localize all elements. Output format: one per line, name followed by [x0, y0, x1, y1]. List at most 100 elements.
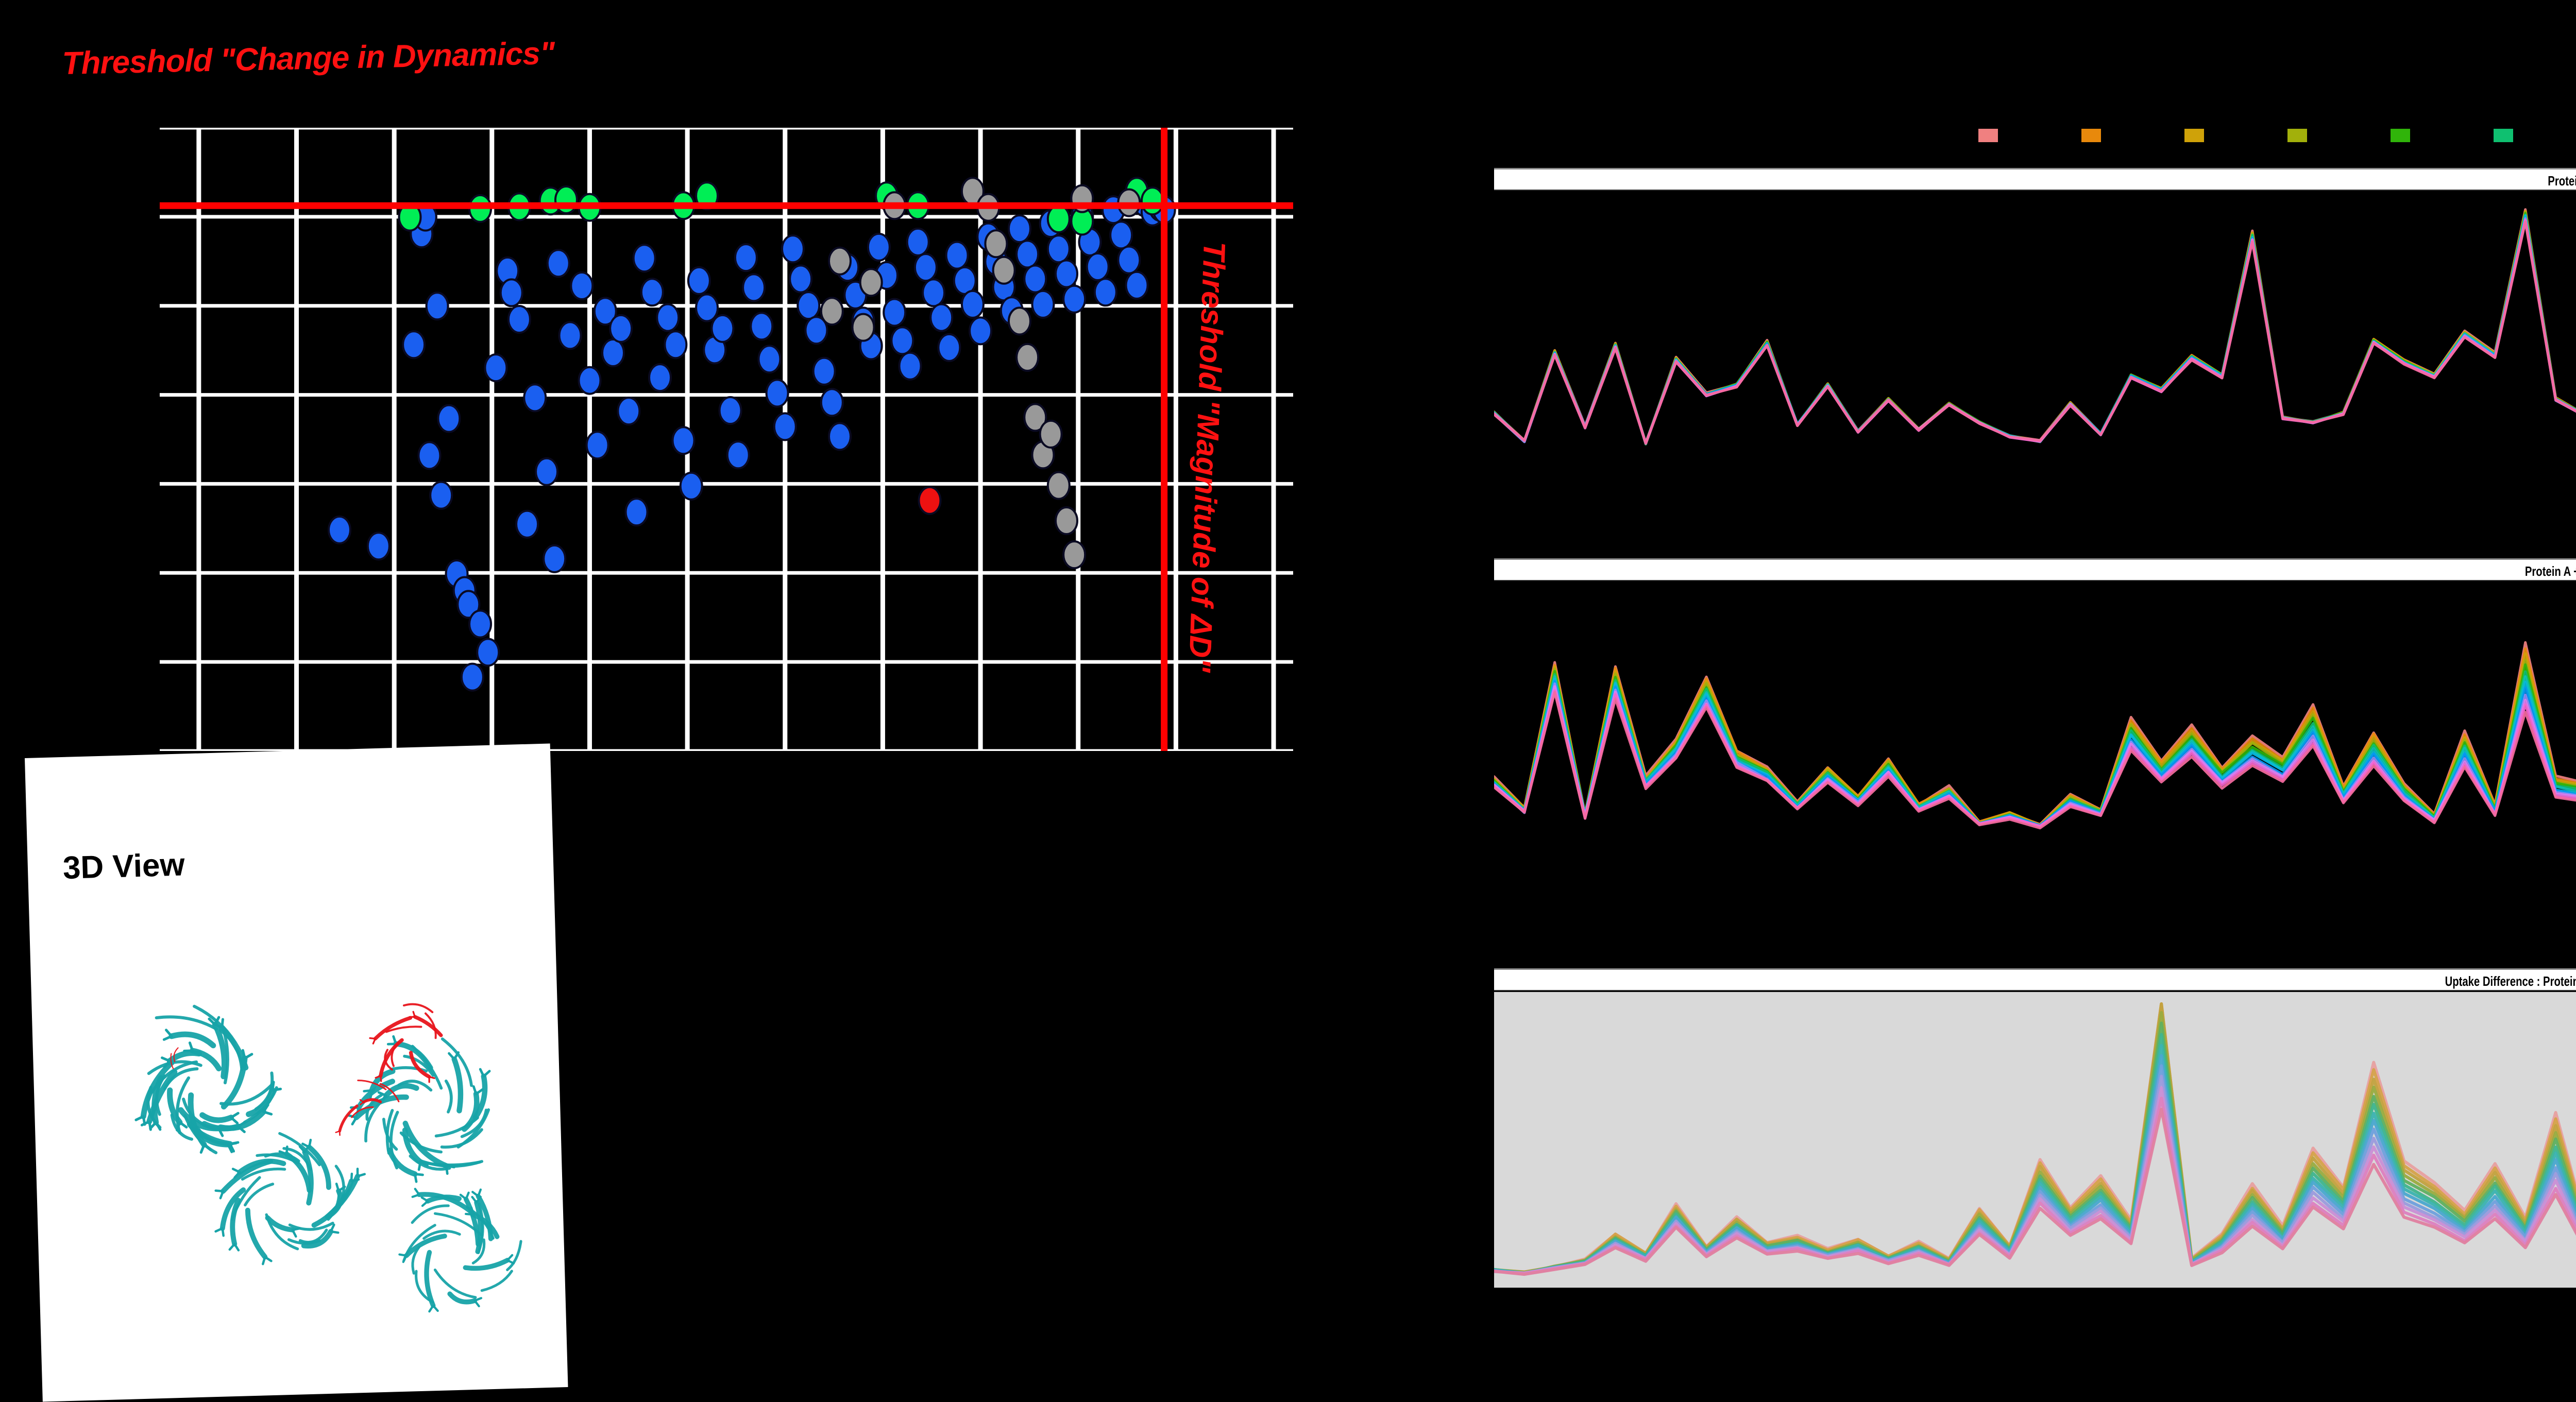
volcano-point-blue[interactable]: [757, 345, 782, 374]
legend-swatch-4[interactable]: [2287, 129, 2307, 142]
volcano-point-blue[interactable]: [437, 404, 461, 433]
uptake-trace-series-13[interactable]: [1494, 220, 2576, 445]
uptake-trace-series-12[interactable]: [1494, 1097, 2576, 1275]
volcano-point-blue[interactable]: [535, 457, 559, 486]
volcano-point-blue[interactable]: [1109, 220, 1133, 250]
volcano-point-blue[interactable]: [617, 397, 641, 426]
uptake-plots-region[interactable]: Protein A Protein A + Ligand Uptake Diff…: [1494, 0, 2576, 1399]
volcano-point-blue[interactable]: [601, 338, 625, 367]
uptake-trace-series-5[interactable]: [1494, 212, 2576, 444]
volcano-point-blue[interactable]: [515, 509, 539, 539]
volcano-point-blue[interactable]: [1062, 284, 1087, 314]
volcano-point-blue[interactable]: [425, 292, 449, 321]
volcano-point-blue[interactable]: [585, 431, 609, 460]
volcano-point-blue[interactable]: [1007, 214, 1031, 244]
volcano-point-blue[interactable]: [765, 379, 789, 408]
volcano-point-blue[interactable]: [1086, 252, 1110, 282]
volcano-point-blue[interactable]: [499, 278, 523, 307]
uptake-trace-area-protein-a[interactable]: [1494, 191, 2576, 456]
volcano-point-blue[interactable]: [773, 412, 797, 441]
volcano-point-blue[interactable]: [781, 234, 805, 264]
volcano-point-blue[interactable]: [468, 609, 493, 639]
volcano-point-blue[interactable]: [507, 304, 531, 334]
volcano-point-blue[interactable]: [366, 532, 391, 561]
volcano-point-blue[interactable]: [402, 330, 426, 360]
volcano-point-blue[interactable]: [969, 316, 993, 346]
volcano-point-blue[interactable]: [1125, 270, 1149, 300]
volcano-point-blue[interactable]: [820, 388, 844, 417]
volcano-point-blue[interactable]: [578, 366, 602, 395]
volcano-point-blue[interactable]: [523, 383, 547, 413]
uptake-panel-difference[interactable]: Uptake Difference : Protein A - (Protein…: [1494, 968, 2576, 1288]
volcano-point-blue[interactable]: [710, 314, 735, 343]
uptake-trace-series-7[interactable]: [1494, 214, 2576, 444]
volcano-point-blue[interactable]: [734, 243, 758, 272]
volcano-point-grey[interactable]: [851, 313, 875, 342]
volcano-point-blue[interactable]: [695, 293, 719, 322]
volcano-point-blue[interactable]: [945, 241, 969, 270]
uptake-trace-series-12[interactable]: [1494, 689, 2576, 828]
legend-swatch-2[interactable]: [2081, 129, 2101, 142]
volcano-point-blue[interactable]: [960, 289, 985, 319]
uptake-trace-series-13[interactable]: [1494, 691, 2576, 830]
volcano-point-blue[interactable]: [1023, 264, 1047, 294]
three-d-view-card[interactable]: 3D View: [25, 743, 568, 1402]
volcano-point-blue[interactable]: [796, 291, 821, 320]
volcano-point-blue[interactable]: [640, 278, 664, 307]
legend-swatch-1[interactable]: [1978, 129, 1998, 142]
volcano-point-blue[interactable]: [789, 264, 813, 294]
volcano-point-blue[interactable]: [1031, 289, 1055, 319]
volcano-point-blue[interactable]: [883, 298, 907, 327]
uptake-trace-area-difference[interactable]: [1494, 992, 2576, 1288]
volcano-point-blue[interactable]: [867, 232, 891, 262]
volcano-point-red[interactable]: [918, 486, 942, 515]
volcano-point-blue[interactable]: [593, 297, 617, 326]
volcano-point-blue[interactable]: [570, 271, 594, 300]
uptake-trace-area-protein-a-ligand[interactable]: [1494, 581, 2576, 847]
volcano-point-blue[interactable]: [1093, 278, 1117, 307]
volcano-point-blue[interactable]: [664, 330, 688, 360]
volcano-point-blue[interactable]: [656, 303, 680, 332]
volcano-point-blue[interactable]: [890, 326, 914, 355]
volcano-point-blue[interactable]: [750, 312, 774, 341]
volcano-point-green[interactable]: [554, 185, 578, 215]
volcano-point-grey[interactable]: [992, 255, 1016, 285]
volcano-point-blue[interactable]: [648, 363, 672, 392]
volcano-point-blue[interactable]: [671, 426, 696, 455]
volcano-point-blue[interactable]: [632, 244, 656, 273]
volcano-point-blue[interactable]: [484, 353, 508, 383]
volcano-point-blue[interactable]: [609, 314, 633, 343]
uptake-trace-series-4[interactable]: [1494, 211, 2576, 444]
volcano-point-blue[interactable]: [1117, 245, 1141, 275]
volcano-point-blue[interactable]: [546, 249, 570, 278]
volcano-point-blue[interactable]: [726, 440, 750, 470]
volcano-point-blue[interactable]: [460, 662, 484, 692]
uptake-panel-protein-a[interactable]: Protein A: [1494, 168, 2576, 456]
volcano-point-blue[interactable]: [906, 227, 930, 257]
volcano-point-blue[interactable]: [687, 266, 711, 295]
volcano-point-blue[interactable]: [929, 303, 954, 332]
legend-swatch-5[interactable]: [2391, 129, 2410, 142]
volcano-datapoints[interactable]: [327, 177, 1176, 692]
volcano-point-grey[interactable]: [1039, 419, 1063, 449]
volcano-point-blue[interactable]: [679, 471, 703, 501]
volcano-point-blue[interactable]: [913, 253, 938, 282]
volcano-point-blue[interactable]: [812, 356, 836, 386]
volcano-point-blue[interactable]: [1055, 259, 1078, 288]
volcano-point-blue[interactable]: [558, 321, 582, 350]
uptake-legend[interactable]: [1973, 129, 2576, 149]
volcano-plot-panel[interactable]: Threshold "Change in Dynamics" Threshold…: [0, 0, 1340, 907]
uptake-trace-series-13[interactable]: [1494, 1107, 2576, 1276]
volcano-point-grey[interactable]: [1007, 306, 1031, 336]
volcano-point-grey[interactable]: [1015, 343, 1040, 372]
uptake-panel-protein-a-ligand[interactable]: Protein A + Ligand: [1494, 558, 2576, 847]
volcano-point-blue[interactable]: [804, 316, 828, 345]
uptake-trace-series-7[interactable]: [1494, 1044, 2576, 1275]
uptake-trace-series-3[interactable]: [1494, 210, 2576, 446]
volcano-point-blue[interactable]: [543, 544, 567, 573]
uptake-trace-series-2[interactable]: [1494, 201, 2576, 444]
uptake-trace-series-1[interactable]: [1494, 201, 2576, 445]
volcano-point-blue[interactable]: [718, 396, 742, 425]
volcano-point-blue[interactable]: [828, 422, 852, 451]
volcano-point-blue[interactable]: [742, 273, 766, 302]
